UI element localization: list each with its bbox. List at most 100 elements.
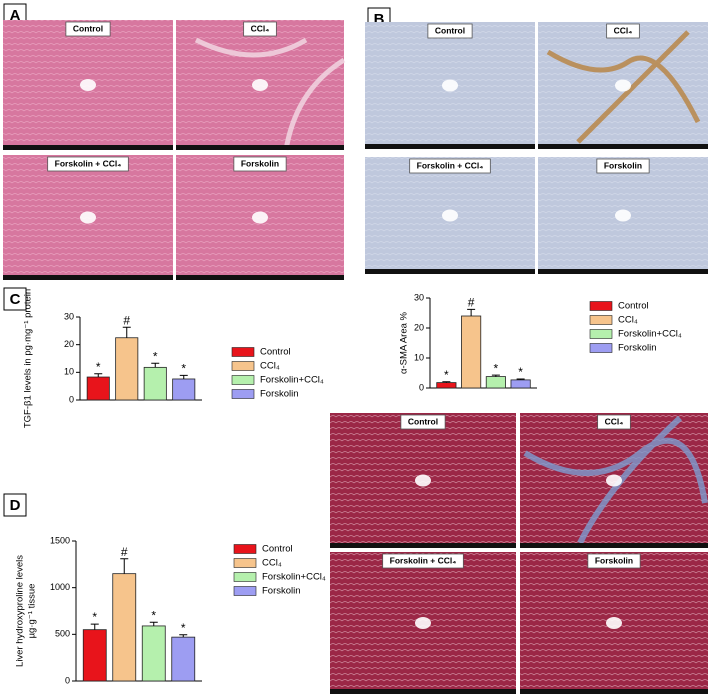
annotation: * [151,608,156,622]
image-label-box [65,21,111,37]
y-tick-label: 10 [64,367,74,377]
image-label: CCl₄ [251,23,270,33]
image-label: Control [435,25,465,35]
legend-label: Forskolin+CCl₄ [262,572,326,583]
annotation: # [468,296,475,310]
annotation: # [123,313,130,327]
y-tick-label: 10 [414,352,424,362]
bar [461,315,482,389]
scale-strip [330,689,516,694]
legend-label: Forskolin+CCl₄ [618,329,682,340]
error-bar [122,326,131,338]
vein [615,209,631,222]
bar [172,378,196,401]
bar [141,625,166,682]
panel-label: A [10,7,21,24]
image-label-box [47,156,129,172]
stain [546,30,701,144]
annotation: # [121,545,128,559]
bar [86,376,110,401]
legend-label: CCl₄ [260,361,280,372]
y-tick-label: 30 [414,292,424,302]
image-label: Forskolin [604,160,642,170]
vein [415,617,431,629]
scale-strip [538,269,708,274]
legend-swatch [589,329,613,339]
error-bar [90,623,99,630]
legend-label: Forskolin [618,343,657,354]
y-axis-label: α-SMA Area % [399,311,410,374]
scale-strip [538,144,708,149]
image-label-box [382,553,464,569]
scale-strip [520,689,708,694]
bar [485,376,506,389]
image-label: Control [73,23,103,33]
vein [80,211,96,224]
scale-strip [365,269,535,274]
legend-swatch [589,315,613,325]
legend-label: Forskolin [260,389,299,400]
image-label-box [427,23,473,39]
bar [115,337,139,401]
bar [112,573,137,682]
scale-strip [3,275,173,280]
vein [80,79,96,91]
error-bar [516,378,525,380]
image-label: Forskolin [241,158,279,168]
bar [171,636,196,682]
bar [82,629,107,682]
y-tick-label: 1500 [50,535,70,545]
vein [415,474,431,487]
legend-label: Control [260,347,291,358]
scale-strip [520,543,708,548]
panel-label: B [374,11,385,28]
image-label: Control [408,416,438,426]
vein [606,617,622,629]
legend-swatch [233,558,257,568]
image-label: Forskolin + CCl₄ [55,158,122,168]
legend-swatch [231,389,255,399]
image-label: Forskolin + CCl₄ [390,555,457,565]
error-bar [179,374,188,379]
image-label: CCl₄ [614,25,633,35]
vein [615,79,631,92]
legend-swatch [233,586,257,596]
y-tick-label: 500 [55,629,70,639]
legend-label: Forskolin+CCl₄ [260,375,324,386]
panel-label: D [10,497,21,514]
scale-strip [176,275,344,280]
image-label-box [243,21,277,37]
legend-swatch [231,375,255,385]
septa [194,37,346,151]
vein [252,211,268,224]
image-label: Forskolin [595,555,633,565]
panel-label-box [3,287,27,311]
legend-label: Control [262,544,293,555]
scale-strip [176,145,344,150]
vein [442,209,458,222]
annotation: * [92,610,97,624]
legend-label: Forskolin [262,586,301,597]
legend-swatch [231,361,255,371]
image-label: CCl₄ [605,416,624,426]
image-label-box [400,414,446,430]
y-axis-label: TGF-β1 levels in pg·mg⁻¹ protein [23,289,34,428]
annotation: * [153,349,158,363]
y-tick-label: 0 [69,394,74,404]
legend-label: CCl₄ [618,315,638,326]
image-label-box [606,23,640,39]
image-label-box [587,553,641,569]
bar [510,379,531,389]
legend-label: Control [618,301,649,312]
y-axis-label: Liver hydroxyproline levels [15,555,26,667]
panel-label-box [3,493,27,517]
legend-swatch [233,572,257,582]
annotation: * [96,360,101,374]
panel-label: C [10,291,21,308]
annotation: * [444,368,449,382]
bar [143,366,167,401]
y-tick-label: 1000 [50,582,70,592]
y-tick-label: 30 [64,311,74,321]
error-bar [491,374,500,377]
